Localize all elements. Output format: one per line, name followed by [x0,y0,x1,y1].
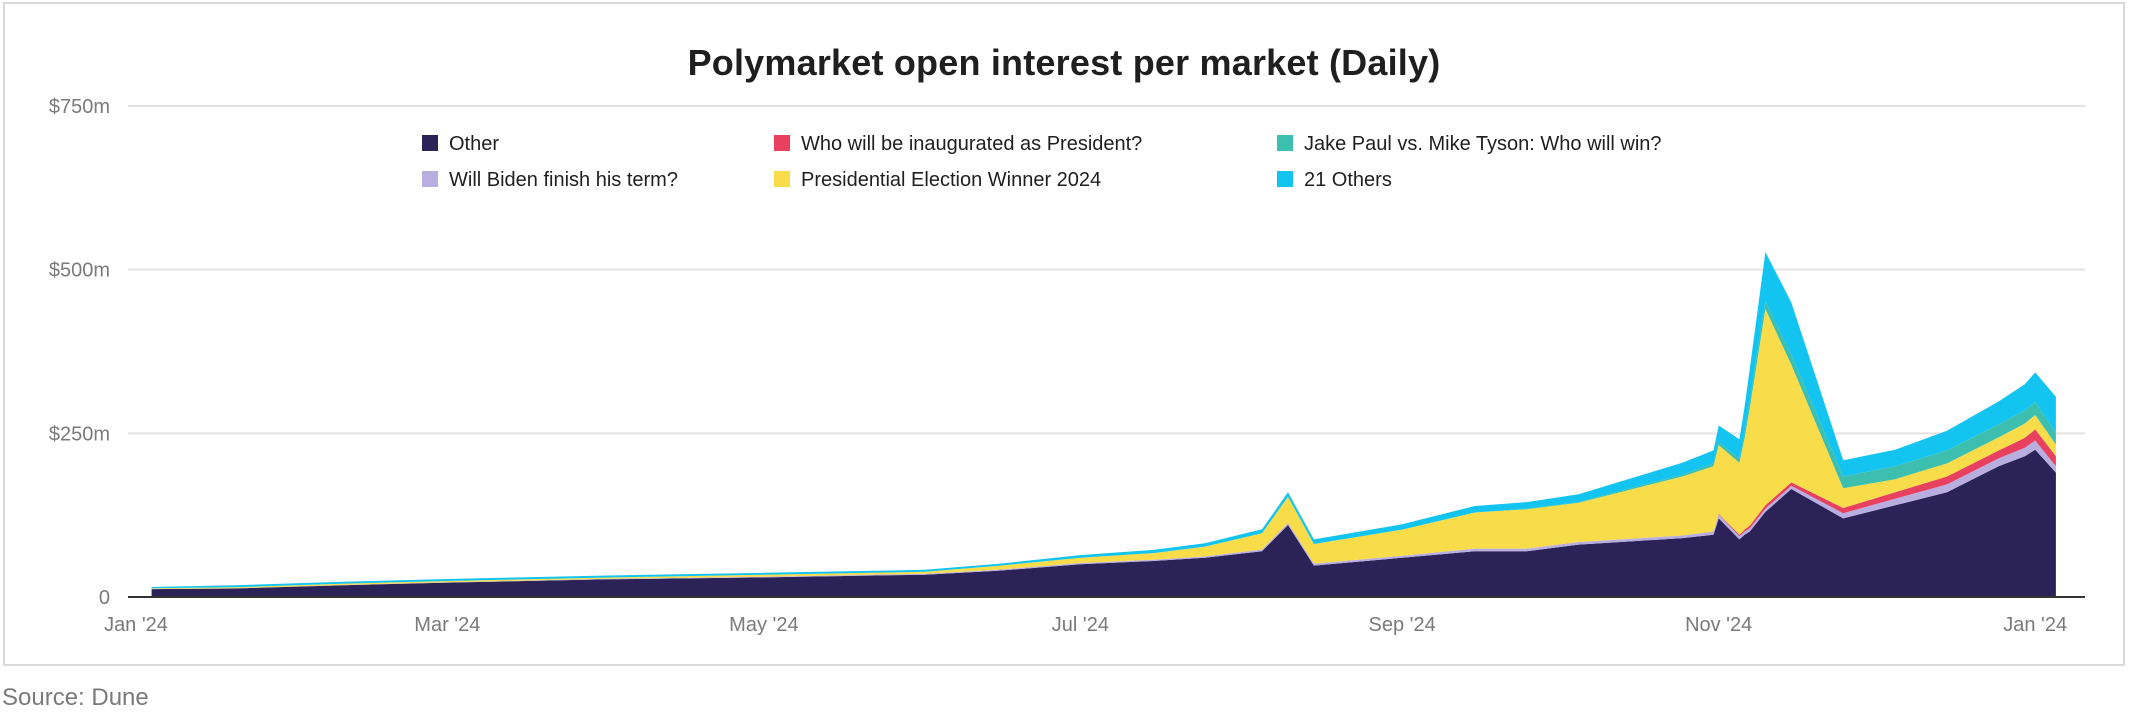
x-tick-label: Jan '24 [104,614,168,636]
legend-label: 21 Others [1304,169,1392,191]
x-tick-label: May '24 [729,614,798,636]
y-tick-label: $500m [49,260,110,282]
legend-label: Jake Paul vs. Mike Tyson: Who will win? [1304,133,1662,155]
x-tick-label: Jan '24 [2003,614,2067,636]
legend: Other Who will be inaugurated as Presiden… [422,133,1662,191]
x-tick-label: Mar '24 [414,614,480,636]
series-area-0 [151,449,2056,597]
chart-canvas: 0 $250m $500m $750m Jan '24 Mar '24 May '24 Ju… [49,96,2085,636]
y-tick-label: $250m [49,423,110,445]
x-tick-label: Jul '24 [1052,614,1109,636]
source-note: Source: Dune [2,684,149,711]
axis-layer: Jan '24 Mar '24 May '24 Jul '24 Sep '24 Nov '… [104,596,2085,636]
legend-swatch [774,171,790,187]
legend-swatch [1277,135,1293,151]
area-layer [151,252,2056,597]
y-tick-label: $750m [49,96,110,118]
x-tick-label: Sep '24 [1369,614,1436,636]
legend-label: Who will be inaugurated as President? [801,133,1142,155]
legend-swatch [1277,171,1293,187]
chart-title: Polymarket open interest per market (Dai… [687,42,1441,83]
legend-swatch [774,135,790,151]
legend-label: Other [449,133,499,155]
legend-label: Will Biden finish his term? [449,169,678,191]
y-tick-label: 0 [99,587,110,609]
legend-swatch [422,135,438,151]
x-tick-label: Nov '24 [1685,614,1752,636]
legend-label: Presidential Election Winner 2024 [801,169,1101,191]
legend-swatch [422,171,438,187]
series-area-3 [151,308,2056,589]
